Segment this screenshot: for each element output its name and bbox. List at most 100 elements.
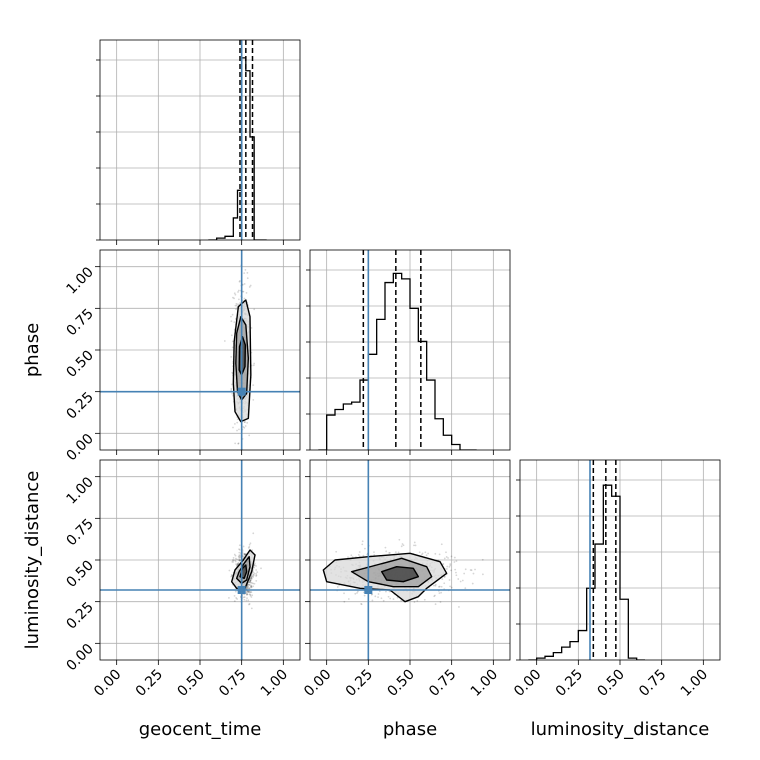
panel-marks <box>100 250 300 450</box>
scatter-point <box>380 597 383 600</box>
panel-ticks <box>95 476 284 665</box>
scatter-point <box>238 557 241 559</box>
scatter-point <box>252 585 255 588</box>
scatter-point <box>470 569 473 572</box>
scatter-point <box>230 387 233 390</box>
scatter-point <box>239 279 241 282</box>
scatter-point <box>440 543 443 546</box>
scatter-point <box>237 558 240 561</box>
panel-marks <box>318 250 477 450</box>
scatter-point <box>249 593 252 596</box>
scatter-point <box>396 596 399 599</box>
scatter-point <box>253 308 256 311</box>
scatter-point <box>231 392 234 395</box>
scatter-point <box>250 577 253 580</box>
scatter-point <box>243 553 246 555</box>
scatter-point <box>248 583 251 586</box>
scatter-point <box>235 308 238 311</box>
x-tick-label: 0.00 <box>301 667 334 700</box>
scatter-point <box>441 578 444 580</box>
y-axis-label-luminosity-distance: luminosity_distance <box>22 471 43 650</box>
scatter-point <box>236 418 239 421</box>
scatter-point <box>454 568 457 571</box>
scatter-point <box>228 569 231 572</box>
scatter-point <box>246 277 249 280</box>
scatter-point <box>230 575 233 578</box>
scatter-point <box>461 579 464 582</box>
contour-line <box>350 557 433 588</box>
scatter-point <box>400 545 403 548</box>
scatter-point <box>450 555 453 558</box>
scatter-point <box>237 442 240 445</box>
scatter-point <box>421 553 423 556</box>
scatter-point <box>238 559 241 562</box>
scatter-point <box>252 399 255 401</box>
scatter-point <box>361 543 364 546</box>
scatter-point <box>253 564 256 567</box>
scatter-point <box>374 595 377 598</box>
scatter-panel-geocent-time-vs-phase <box>95 249 301 455</box>
scatter-point <box>251 594 254 597</box>
scatter-point <box>252 573 255 576</box>
density-fill <box>381 566 419 582</box>
scatter-point <box>434 603 437 606</box>
truth-marker <box>364 586 373 594</box>
scatter-panel-geocent-time-vs-luminosity-distance <box>95 459 301 665</box>
scatter-point <box>253 362 256 365</box>
panel-marks <box>310 460 510 660</box>
scatter-point <box>236 421 239 424</box>
scatter-point <box>232 296 234 299</box>
scatter-point <box>238 280 241 283</box>
histogram-step <box>528 484 645 660</box>
scatter-point <box>245 599 248 602</box>
scatter-point <box>237 291 239 293</box>
scatter-point <box>413 544 415 547</box>
scatter-point <box>440 591 443 594</box>
scatter-point <box>243 598 246 601</box>
x-tick-label: 0.00 <box>91 667 124 700</box>
scatter-point <box>243 596 246 598</box>
scatter-point <box>335 550 338 553</box>
scatter-point <box>242 290 245 293</box>
panel-ticks <box>306 269 494 455</box>
scatter-point <box>234 557 237 560</box>
scatter-point <box>236 598 239 600</box>
scatter-point <box>230 334 233 337</box>
scatter-point <box>231 346 234 349</box>
scatter-point <box>251 574 253 577</box>
scatter-point <box>231 313 234 316</box>
scatter-point <box>248 580 251 583</box>
scatter-point <box>260 567 262 570</box>
scatter-point <box>401 543 404 545</box>
scatter-point <box>388 552 390 554</box>
scatter-point <box>246 587 248 589</box>
y-tick-label: 0.00 <box>63 641 96 674</box>
scatter-point <box>244 553 247 555</box>
x-tick-label: 1.00 <box>678 667 711 700</box>
scatter-point <box>413 541 416 544</box>
contour-line <box>232 299 252 423</box>
scatter-point <box>233 297 235 300</box>
scatter-point <box>434 594 436 597</box>
y-axis-label-phase: phase <box>22 323 43 377</box>
scatter-point <box>421 552 424 555</box>
scatter-point <box>238 554 241 557</box>
scatter-point <box>230 574 233 576</box>
scatter-point <box>246 587 249 589</box>
scatter-point <box>238 548 241 551</box>
scatter-point <box>360 603 363 606</box>
scatter-point <box>238 559 241 562</box>
scatter-point <box>251 582 253 584</box>
x-tick-label: 1.00 <box>468 667 501 700</box>
scatter-point <box>234 560 237 563</box>
scatter-point <box>378 590 381 593</box>
scatter-point <box>249 580 251 583</box>
panel-marks <box>100 460 300 660</box>
scatter-point <box>249 542 252 545</box>
scatter-point <box>385 550 388 553</box>
scatter-point <box>459 580 462 583</box>
scatter-point <box>255 565 257 567</box>
scatter-point <box>251 549 254 552</box>
scatter-point <box>413 601 416 603</box>
scatter-point <box>248 591 251 593</box>
